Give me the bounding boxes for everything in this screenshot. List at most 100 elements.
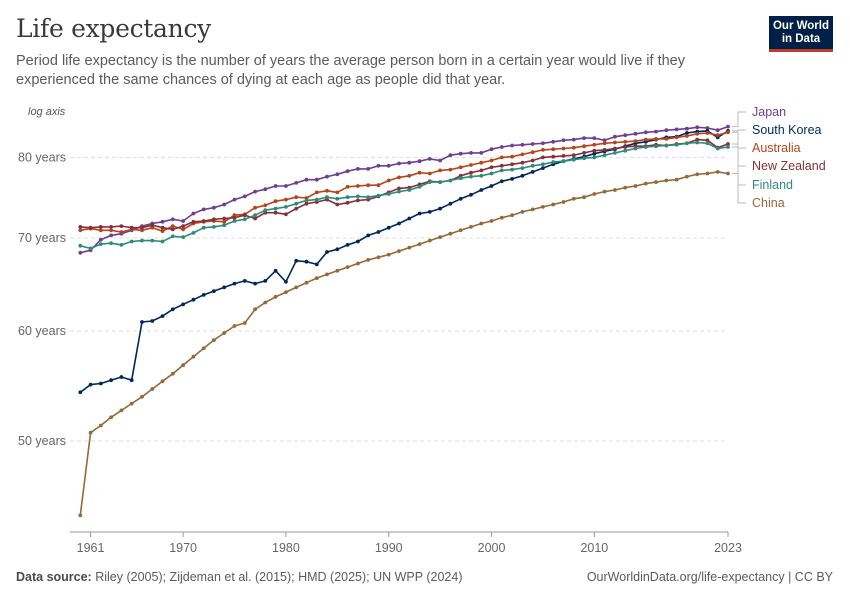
data-point-australia[interactable] [273,199,278,204]
data-point-finland[interactable] [119,243,124,247]
data-point-japan[interactable] [386,163,391,168]
data-point-australia[interactable] [592,142,597,147]
data-point-china[interactable] [654,180,658,185]
data-point-japan[interactable] [541,141,545,146]
data-point-china[interactable] [201,346,206,351]
data-point-japan[interactable] [232,197,237,202]
data-point-finland[interactable] [561,159,566,164]
data-point-australia[interactable] [345,184,350,189]
data-point-new-zealand[interactable] [88,225,93,230]
data-point-finland[interactable] [623,148,628,153]
data-point-japan[interactable] [191,211,196,216]
series-china[interactable] [78,170,730,518]
data-point-japan[interactable] [263,187,268,192]
data-point-south-korea[interactable] [263,279,268,283]
data-point-south-korea[interactable] [294,258,299,263]
data-point-japan[interactable] [98,237,103,242]
data-point-south-korea[interactable] [191,297,196,302]
data-point-australia[interactable] [335,190,340,195]
data-point-south-korea[interactable] [222,285,227,290]
data-point-australia[interactable] [510,154,514,159]
data-point-australia[interactable] [160,229,165,234]
data-point-japan[interactable] [314,177,319,182]
data-point-japan[interactable] [571,137,576,142]
data-point-new-zealand[interactable] [726,142,730,146]
data-point-china[interactable] [263,300,268,305]
data-point-finland[interactable] [314,197,319,202]
data-point-finland[interactable] [541,162,545,167]
data-point-china[interactable] [284,290,288,294]
data-point-finland[interactable] [499,168,504,173]
data-point-australia[interactable] [664,137,669,141]
data-point-australia[interactable] [623,139,628,144]
data-point-finland[interactable] [705,141,710,146]
data-point-finland[interactable] [150,238,155,243]
data-point-finland[interactable] [633,146,638,151]
data-point-south-korea[interactable] [469,192,473,197]
data-point-new-zealand[interactable] [109,225,113,229]
data-point-china[interactable] [499,215,504,220]
data-point-japan[interactable] [212,205,216,210]
data-point-china[interactable] [304,280,309,285]
data-point-china[interactable] [181,363,186,367]
data-point-south-korea[interactable] [98,381,103,386]
data-point-australia[interactable] [561,146,566,151]
data-point-china[interactable] [397,249,401,254]
data-point-australia[interactable] [654,137,658,141]
data-point-south-korea[interactable] [458,196,463,201]
data-point-finland[interactable] [479,173,484,178]
data-point-japan[interactable] [561,138,566,143]
data-point-finland[interactable] [201,225,206,230]
legend-item-japan[interactable]: Japan [752,105,786,119]
data-point-finland[interactable] [417,184,422,189]
data-point-finland[interactable] [181,235,186,240]
data-point-japan[interactable] [705,126,710,130]
data-point-australia[interactable] [181,227,186,232]
data-point-china[interactable] [242,321,247,325]
data-point-china[interactable] [715,170,720,174]
data-point-finland[interactable] [551,160,556,164]
data-point-new-zealand[interactable] [191,219,196,224]
data-point-japan[interactable] [489,147,494,152]
data-point-finland[interactable] [78,243,83,248]
data-point-china[interactable] [427,238,432,243]
data-point-finland[interactable] [397,189,401,194]
data-point-south-korea[interactable] [284,279,288,284]
data-point-south-korea[interactable] [530,170,535,174]
data-point-new-zealand[interactable] [181,224,186,229]
data-point-japan[interactable] [78,250,83,255]
data-point-new-zealand[interactable] [253,216,257,221]
data-point-china[interactable] [253,307,257,312]
data-point-finland[interactable] [242,217,247,222]
data-point-japan[interactable] [417,159,422,164]
data-point-south-korea[interactable] [160,314,165,318]
data-point-finland[interactable] [284,205,288,209]
data-point-australia[interactable] [294,195,299,200]
data-point-australia[interactable] [602,141,607,146]
data-point-china[interactable] [489,219,494,223]
data-point-china[interactable] [571,196,576,201]
data-point-china[interactable] [376,255,381,260]
data-point-south-korea[interactable] [242,279,247,283]
data-point-china[interactable] [345,265,350,269]
data-point-new-zealand[interactable] [222,216,227,221]
data-point-australia[interactable] [551,147,556,152]
data-point-new-zealand[interactable] [304,201,309,206]
series-finland[interactable] [78,140,730,251]
series-japan[interactable] [78,124,730,255]
data-point-australia[interactable] [314,190,319,195]
data-point-australia[interactable] [633,139,638,144]
data-point-finland[interactable] [695,140,700,145]
data-point-south-korea[interactable] [325,250,329,254]
data-point-australia[interactable] [695,131,700,136]
series-new-zealand[interactable] [78,137,730,232]
data-point-china[interactable] [695,172,700,177]
data-point-finland[interactable] [345,195,350,200]
data-point-finland[interactable] [530,163,535,168]
data-point-finland[interactable] [458,176,463,181]
data-point-australia[interactable] [140,228,144,233]
legend-item-south-korea[interactable]: South Korea [752,123,822,137]
data-point-new-zealand[interactable] [469,170,473,175]
data-point-japan[interactable] [160,219,165,224]
data-point-finland[interactable] [602,153,607,158]
